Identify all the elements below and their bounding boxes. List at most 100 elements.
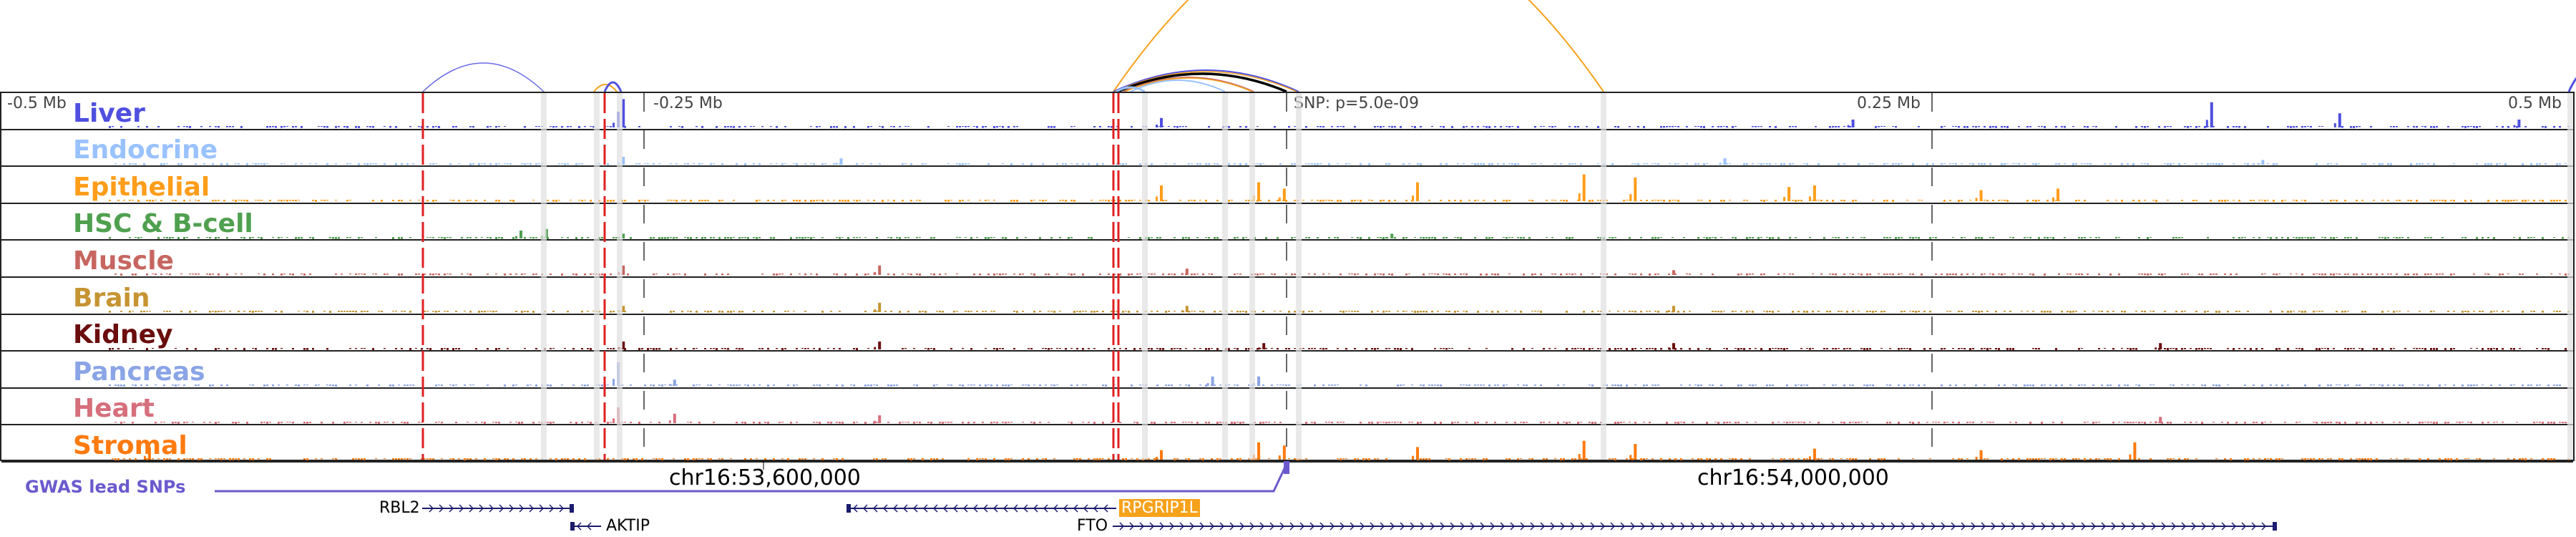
signal-bar	[2376, 274, 2378, 276]
signal-bar	[152, 458, 154, 460]
signal-bar	[1360, 200, 1362, 203]
signal-bar	[1795, 384, 1797, 387]
signal-bar	[2384, 236, 2386, 239]
signal-bar	[552, 311, 555, 312]
signal-bar	[2230, 458, 2232, 461]
signal-bar	[1185, 458, 1187, 460]
signal-bar	[1025, 384, 1027, 386]
signal-bar	[2324, 421, 2326, 424]
signal-bar	[781, 458, 784, 460]
signal-peak	[622, 156, 625, 165]
signal-bar	[1712, 126, 1714, 127]
signal-bar	[1234, 163, 1236, 165]
signal-bar	[2476, 458, 2478, 460]
signal-bar	[535, 384, 537, 387]
signal-bar	[1503, 163, 1505, 165]
signal-bar	[1434, 384, 1436, 386]
signal-bar	[2496, 347, 2498, 350]
signal-bar	[2413, 126, 2415, 128]
signal-bar	[1600, 200, 1602, 202]
signal-bar	[1740, 384, 1742, 387]
signal-bar	[1600, 421, 1602, 423]
signal-bar	[581, 384, 583, 386]
signal-bar	[1797, 311, 1800, 313]
signal-bar	[2453, 384, 2455, 387]
signal-bar	[1131, 384, 1133, 387]
signal-bar	[1760, 200, 1762, 202]
signal-bar	[2084, 200, 2086, 202]
signal-bar	[550, 274, 552, 276]
signal-bar	[2187, 126, 2189, 128]
signal-bar	[2399, 200, 2401, 201]
signal-bar	[215, 126, 217, 127]
signal-bar	[2084, 421, 2086, 423]
signal-bar	[1196, 236, 1199, 238]
signal-bar	[143, 311, 145, 313]
signal-bar	[2462, 384, 2464, 387]
signal-bar	[1835, 236, 1837, 238]
signal-bar	[2109, 458, 2112, 461]
signal-bar	[2436, 126, 2438, 128]
signal-bar	[2141, 126, 2143, 127]
signal-bar	[2565, 347, 2567, 350]
signal-bar	[2396, 126, 2398, 127]
signal-bar	[698, 421, 701, 424]
signal-bar	[2141, 311, 2143, 312]
signal-bar	[1045, 200, 1047, 201]
signal-bar	[1228, 200, 1230, 202]
signal-bar	[1660, 347, 1662, 349]
signal-bar	[1720, 311, 1722, 313]
signal-plot	[114, 266, 2570, 276]
signal-peak	[147, 447, 151, 460]
signal-bar	[610, 347, 612, 349]
signal-bar	[1308, 163, 1310, 165]
signal-bar	[1354, 200, 1356, 202]
signal-bar	[1437, 384, 1439, 387]
signal-bar	[2559, 421, 2561, 423]
signal-bar	[1056, 163, 1058, 165]
gene-label-rbl2[interactable]: RBL2	[379, 499, 420, 517]
signal-bar	[2118, 458, 2120, 461]
signal-bar	[398, 458, 400, 460]
signal-bar	[2064, 163, 2066, 164]
signal-bar	[2244, 236, 2246, 238]
signal-bar	[864, 311, 867, 313]
signal-bar	[993, 458, 995, 460]
signal-bar	[1242, 311, 1244, 312]
signal-bar	[653, 236, 655, 238]
signal-bar	[1208, 163, 1210, 165]
gene-label-aktip[interactable]: AKTIP	[606, 517, 650, 535]
signal-bar	[1769, 126, 1771, 128]
gene-label-fto[interactable]: FTO	[1077, 517, 1108, 535]
signal-bar	[1236, 458, 1239, 460]
signal-bar	[613, 311, 615, 313]
signal-bar	[240, 126, 243, 128]
signal-bar	[2464, 311, 2467, 312]
signal-bar	[1614, 347, 1616, 350]
signal-bar	[696, 311, 698, 313]
signal-bar	[1560, 200, 1562, 201]
signal-bar	[550, 384, 552, 387]
signal-bar	[561, 458, 563, 460]
signal-bar	[1337, 421, 1339, 423]
signal-bar	[1952, 163, 1954, 164]
signal-bar	[2336, 311, 2338, 313]
signal-bar	[1274, 421, 1276, 423]
signal-bar	[1116, 126, 1118, 127]
gene-label-rpgrip1l[interactable]: RPGRIP1L	[1119, 499, 1200, 517]
signal-bar	[421, 126, 423, 128]
strand-arrow	[942, 504, 948, 513]
signal-peak	[1412, 195, 1414, 202]
signal-bar	[260, 200, 263, 201]
signal-bar	[175, 384, 177, 387]
signal-bar	[1966, 458, 1968, 460]
signal-bar	[2327, 421, 2329, 423]
signal-bar	[1577, 347, 1579, 349]
signal-bar	[1030, 163, 1033, 165]
signal-bar	[1846, 236, 1848, 238]
signal-bar	[1769, 163, 1771, 165]
signal-bar	[718, 384, 721, 386]
signal-bar	[1683, 236, 1685, 238]
signal-bar	[218, 274, 220, 276]
signal-bar	[2164, 311, 2166, 313]
